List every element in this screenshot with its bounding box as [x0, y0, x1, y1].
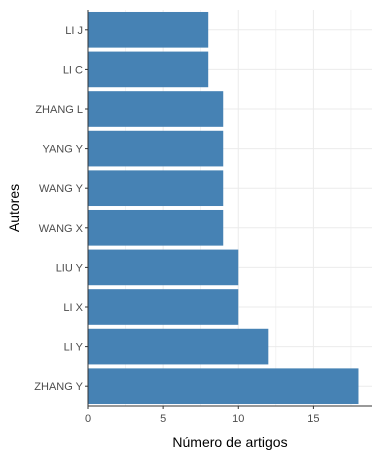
- bar: [88, 209, 224, 246]
- y-axis-title: Autores: [6, 184, 22, 232]
- bar: [88, 51, 209, 88]
- y-tick-label: WANG Y: [39, 183, 84, 195]
- bar: [88, 368, 359, 405]
- bar: [88, 130, 224, 167]
- bar: [88, 11, 209, 48]
- y-tick-label: ZHANG L: [35, 104, 83, 116]
- axes-layer: [87, 10, 372, 407]
- bar: [88, 91, 224, 127]
- y-tick-label: LI C: [63, 64, 83, 76]
- y-tick-label: WANG X: [39, 223, 84, 235]
- bar: [88, 289, 239, 325]
- x-tick-labels: 0 5 10 15: [85, 406, 320, 425]
- y-tick-label: LIU Y: [56, 262, 84, 274]
- bars-layer: [88, 11, 359, 405]
- y-tick-label: LI J: [65, 25, 83, 37]
- x-axis-title: Número de artigos: [172, 434, 287, 450]
- x-tick-label: 15: [307, 413, 319, 425]
- y-tick-labels: LI J LI C ZHANG L YANG Y WANG Y WANG X LIU Y LI…: [34, 25, 88, 393]
- y-tick-label: LI Y: [64, 342, 84, 354]
- y-tick-label: YANG Y: [42, 144, 83, 156]
- x-tick-label: 10: [232, 413, 244, 425]
- y-tick-label: ZHANG Y: [34, 381, 83, 393]
- x-tick-label: 0: [85, 413, 91, 425]
- bar: [88, 328, 269, 365]
- bar: [88, 170, 224, 207]
- bar: [88, 249, 239, 286]
- y-tick-label: LI X: [63, 302, 83, 314]
- x-tick-label: 5: [160, 413, 166, 425]
